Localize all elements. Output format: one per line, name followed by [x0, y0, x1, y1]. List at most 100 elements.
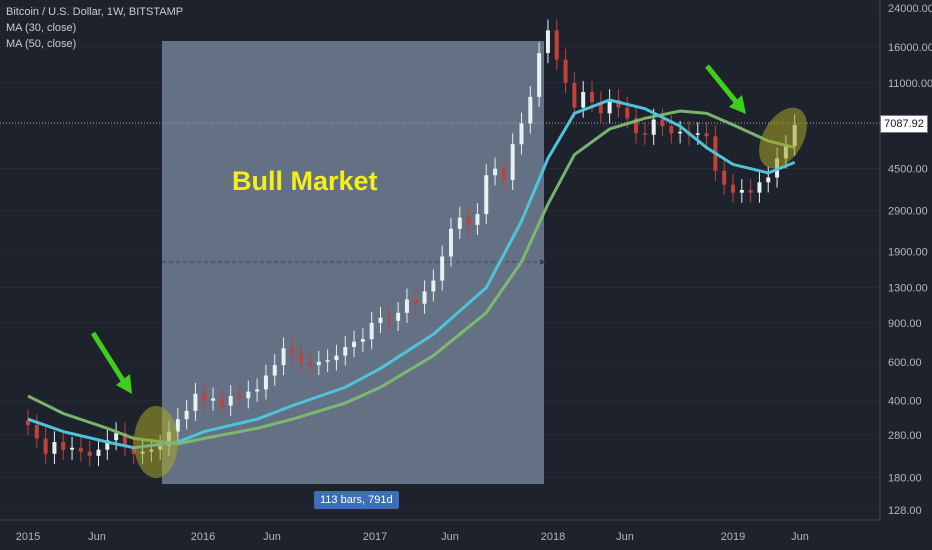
candle-up — [404, 299, 409, 313]
candle-up — [378, 317, 383, 323]
candle-down — [131, 445, 136, 454]
candle-up — [396, 312, 401, 321]
time-tick-label: Jun — [791, 531, 809, 543]
candle-down — [78, 447, 83, 452]
candle-up — [369, 322, 374, 340]
candle-up — [175, 419, 180, 432]
time-tick-label: Jun — [88, 531, 106, 543]
candle-up — [695, 133, 700, 135]
candle-up — [484, 175, 489, 215]
candle-up — [228, 396, 233, 406]
candle-down — [466, 217, 471, 225]
candle-up — [510, 144, 515, 180]
price-tick-label: 400.00 — [888, 396, 922, 408]
candle-up — [52, 442, 57, 454]
candle-down — [642, 133, 647, 135]
symbol-title[interactable]: Bitcoin / U.S. Dollar, 1W, BITSTAMP — [6, 6, 184, 18]
time-tick-label: 2015 — [16, 531, 40, 543]
candle-down — [722, 170, 727, 185]
price-tick-label: 16000.00 — [888, 42, 932, 54]
candle-up — [651, 119, 656, 135]
ma30-legend[interactable]: MA (30, close) — [6, 22, 77, 34]
time-tick-label: Jun — [616, 531, 634, 543]
candle-up — [422, 291, 427, 304]
price-tick-label: 128.00 — [888, 505, 922, 517]
candle-down — [625, 107, 630, 119]
price-tick-label: 180.00 — [888, 472, 922, 484]
candle-down — [61, 442, 66, 450]
candle-down — [563, 59, 568, 83]
candle-up — [678, 131, 683, 134]
candle-down — [704, 133, 709, 137]
candle-up — [255, 389, 260, 392]
candle-up — [440, 256, 445, 281]
candle-down — [590, 91, 594, 103]
candle-down — [748, 189, 753, 193]
candle-up — [343, 347, 348, 356]
time-axis[interactable]: 2015 Jun 2016 Jun 2017 Jun 2018 Jun 2019 Jun — [0, 519, 880, 543]
price-tick-label: 11000.00 — [888, 78, 932, 90]
price-tick-label: 900.00 — [888, 318, 922, 330]
candle-up — [334, 355, 339, 361]
range-badge: 113 bars, 791d — [314, 491, 399, 509]
candle-up — [449, 228, 453, 257]
candle-up — [352, 341, 357, 348]
arrow-2015 — [90, 331, 132, 394]
highlight-ellipse-2019 — [759, 107, 807, 169]
time-tick-label: 2016 — [191, 531, 215, 543]
candle-up — [114, 433, 119, 441]
price-tick-label: 600.00 — [888, 357, 922, 369]
candle-down — [554, 30, 559, 60]
candle-up — [96, 449, 101, 456]
candle-down — [634, 118, 639, 134]
candle-down — [413, 299, 418, 304]
candle-down — [122, 433, 127, 446]
candle-down — [34, 425, 39, 439]
candle-up — [263, 375, 268, 390]
candle-down — [731, 184, 735, 193]
candle-up — [475, 214, 480, 225]
candle-down — [87, 451, 92, 456]
price-tick-label: 280.00 — [888, 430, 922, 442]
candle-up — [739, 189, 744, 193]
candle-up — [545, 30, 550, 54]
candle-up — [281, 348, 286, 366]
price-tick-label: 2900.00 — [888, 206, 928, 218]
candle-up — [519, 123, 524, 145]
time-tick-label: 2017 — [363, 531, 387, 543]
candle-up — [184, 410, 189, 420]
price-tick-label: 4500.00 — [888, 164, 928, 176]
candle-up — [457, 217, 462, 229]
candle-down — [616, 99, 621, 108]
candle-up — [246, 391, 251, 399]
ma50-legend[interactable]: MA (50, close) — [6, 38, 77, 50]
price-axis[interactable]: 24000.00 16000.00 11000.00 4500.00 2900.00 19… — [879, 0, 932, 520]
candle-down — [43, 438, 48, 454]
candle-up — [272, 365, 277, 376]
candle-up — [493, 168, 498, 176]
price-tick-label: 1300.00 — [888, 283, 928, 295]
candle-down — [501, 168, 506, 180]
candle-up — [766, 177, 771, 183]
candle-down — [219, 398, 224, 406]
candle-up — [757, 182, 762, 193]
candle-up — [193, 393, 198, 411]
candle-up — [607, 99, 612, 114]
candle-down — [598, 102, 603, 114]
time-tick-label: 2019 — [721, 531, 745, 543]
chart-legend: Bitcoin / U.S. Dollar, 1W, BITSTAMP MA (… — [6, 4, 183, 52]
price-tick-label: 1900.00 — [888, 246, 928, 258]
candle-up — [431, 280, 436, 292]
time-tick-label: 2018 — [541, 531, 565, 543]
candle-down — [308, 361, 312, 366]
highlight-ellipse-2015 — [134, 406, 178, 478]
candle-down — [290, 348, 295, 355]
candle-up — [581, 91, 586, 108]
candle-up — [211, 398, 216, 401]
time-tick-label: Jun — [263, 531, 281, 543]
time-tick-label: Jun — [441, 531, 459, 543]
candle-up — [528, 96, 533, 124]
candle-down — [669, 126, 674, 134]
candle-down — [387, 317, 392, 321]
